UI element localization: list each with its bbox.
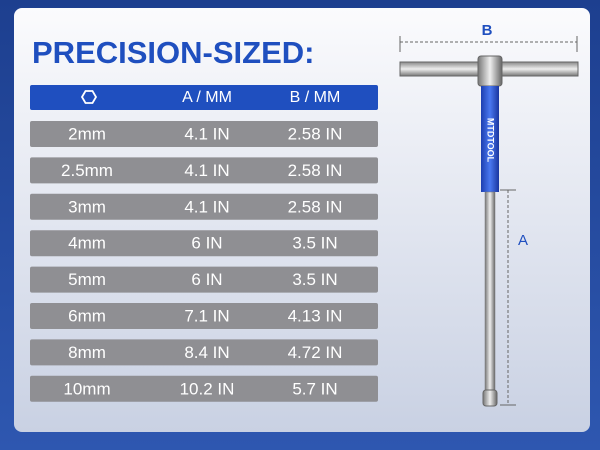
table-cell: 7.1 IN — [184, 306, 229, 325]
table-row — [30, 303, 378, 329]
table-header — [30, 85, 378, 110]
table-cell: 2.5mm — [61, 161, 113, 180]
table-cell: 10.2 IN — [180, 379, 235, 398]
table-cell: 2.58 IN — [288, 124, 343, 143]
ball-end — [482, 389, 498, 407]
table-cell: 6 IN — [191, 270, 222, 289]
table-cell: 4.13 IN — [288, 306, 343, 325]
table-row — [30, 339, 378, 366]
table-cell: 6mm — [68, 306, 106, 325]
dimension-label: B — [482, 22, 493, 39]
table-cell: 2.58 IN — [288, 161, 343, 180]
table-cell: 3mm — [68, 197, 106, 216]
table-cell: 5.7 IN — [292, 379, 337, 398]
table-row — [30, 266, 378, 293]
table-body: 2mm 4.1 IN 2.58 IN 2.5mm 4.1 IN 2.58 IN 3mm 4.1… — [30, 121, 378, 402]
table-row — [30, 157, 378, 184]
table-cell: 6 IN — [191, 234, 222, 253]
table-row — [30, 375, 378, 402]
table-row — [30, 230, 378, 257]
table-cell: 2mm — [68, 124, 106, 143]
column-header: A / MM — [182, 89, 232, 106]
handle — [481, 86, 499, 192]
socket — [477, 55, 503, 87]
table-cell: 4.72 IN — [288, 343, 343, 362]
table-cell: 8.4 IN — [184, 343, 229, 362]
table-cell: 3.5 IN — [292, 270, 337, 289]
table-cell: 4.1 IN — [184, 197, 229, 216]
dimension-label: A — [518, 232, 528, 249]
column-header: B / MM — [290, 89, 341, 106]
table-row — [30, 121, 378, 147]
tool-diagram: B MTDTOOL A — [399, 22, 579, 407]
table-cell: 4.1 IN — [184, 161, 229, 180]
title: PRECISION-SIZED: — [32, 35, 314, 70]
table-cell: 10mm — [63, 379, 110, 398]
table-row — [30, 193, 378, 220]
table-cell: 5mm — [68, 270, 106, 289]
table-cell: 8mm — [68, 343, 106, 362]
table-cell: 4mm — [68, 234, 106, 253]
brand-text: MTDTOOL — [486, 118, 496, 163]
shaft — [484, 191, 496, 393]
hex-icon — [80, 90, 98, 104]
table-cell: 2.58 IN — [288, 197, 343, 216]
table-cell: 3.5 IN — [292, 234, 337, 253]
table-cell: 4.1 IN — [184, 124, 229, 143]
